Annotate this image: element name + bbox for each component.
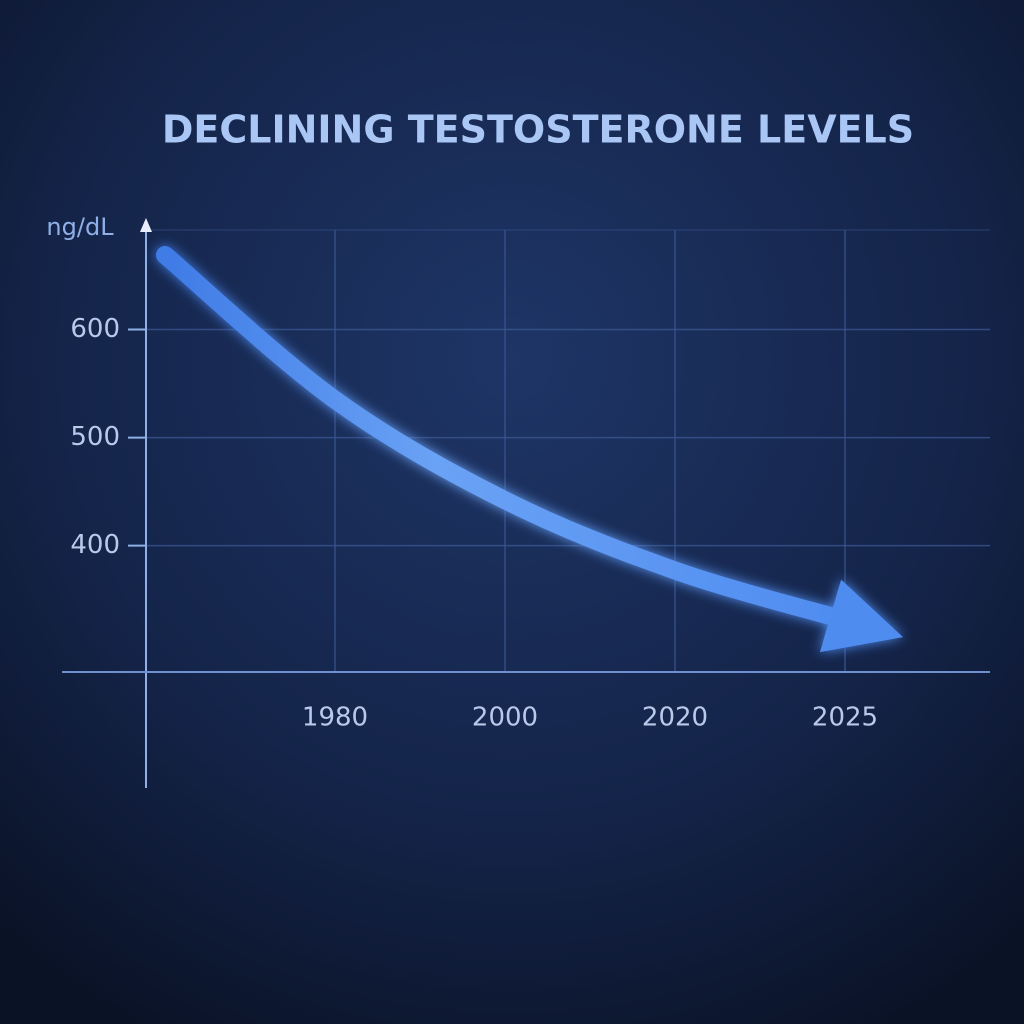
chart-title: DECLINING TESTOSTERONE LEVELS — [162, 108, 914, 152]
trend-line — [156, 246, 904, 653]
y-axis-arrow — [140, 218, 152, 232]
marks — [156, 246, 904, 653]
grid: 400 500 600 1980 2000 2020 2025 — [70, 230, 990, 733]
y-tick-label: 500 — [70, 422, 120, 452]
x-tick-label: 2025 — [812, 703, 878, 733]
x-tick-label: 2000 — [472, 703, 538, 733]
y-tick-label: 600 — [70, 314, 120, 344]
x-tick-label: 1980 — [302, 703, 368, 733]
y-axis-label: ng/dL — [46, 213, 114, 241]
x-tick-label: 2020 — [642, 703, 708, 733]
y-tick-label: 400 — [70, 530, 120, 560]
